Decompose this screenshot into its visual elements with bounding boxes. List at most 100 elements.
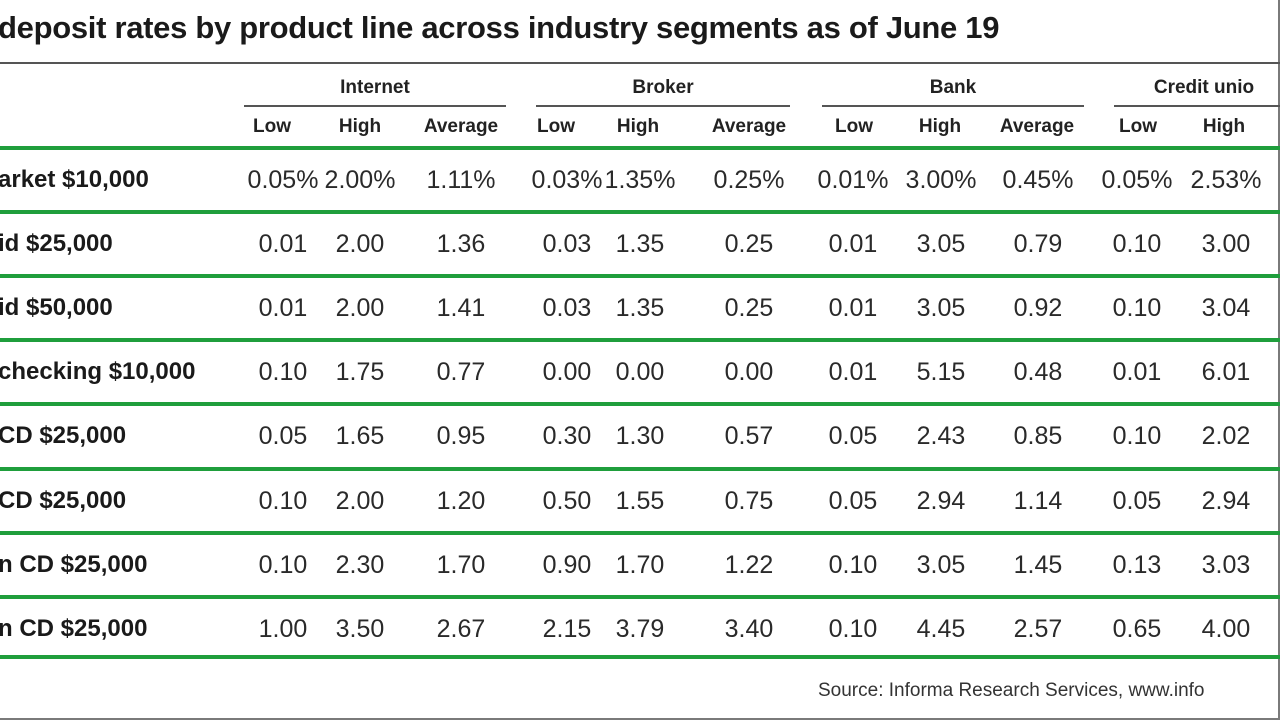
table-cell: 0.03% bbox=[531, 166, 603, 194]
group-header-bank: Bank bbox=[929, 77, 977, 98]
table-cell: 0.00 bbox=[724, 358, 774, 386]
row-label: n CD $25,000 bbox=[0, 615, 148, 642]
table-cell: 2.00 bbox=[335, 294, 385, 322]
group-header-broker: Broker bbox=[632, 77, 694, 98]
table-cell: 1.35 bbox=[615, 230, 665, 258]
table-cell: 0.25% bbox=[713, 166, 785, 194]
table-cell: 1.70 bbox=[436, 551, 486, 579]
table-cell: 0.01 bbox=[258, 230, 308, 258]
table-cell: 0.95 bbox=[436, 422, 486, 450]
subheader-internet-high: High bbox=[338, 116, 382, 137]
subheader-bank-average: Average bbox=[999, 116, 1075, 137]
table-cell: 0.10 bbox=[1112, 294, 1162, 322]
table-cell: 0.05 bbox=[828, 422, 878, 450]
row-label: arket $10,000 bbox=[0, 166, 149, 193]
table-cell: 0.01 bbox=[828, 230, 878, 258]
table-cell: 4.00 bbox=[1201, 615, 1251, 643]
table-cell: 1.70 bbox=[615, 551, 665, 579]
table-cell: 2.53% bbox=[1190, 166, 1262, 194]
table-cell: 1.75 bbox=[335, 358, 385, 386]
subheader-bank-high: High bbox=[918, 116, 962, 137]
row-divider bbox=[0, 402, 1280, 406]
table-cell: 1.20 bbox=[436, 487, 486, 515]
table-cell: 2.00% bbox=[324, 166, 396, 194]
table-cell: 0.25 bbox=[724, 230, 774, 258]
table-cell: 0.01 bbox=[828, 358, 878, 386]
table-cell: 3.40 bbox=[724, 615, 774, 643]
table-cell: 2.15 bbox=[542, 615, 592, 643]
subheader-credit-union-low: Low bbox=[1119, 116, 1157, 137]
table-cell: 1.65 bbox=[335, 422, 385, 450]
table-cell: 5.15 bbox=[916, 358, 966, 386]
table-cell: 2.94 bbox=[916, 487, 966, 515]
table-cell: 0.48 bbox=[1013, 358, 1063, 386]
table-cell: 2.00 bbox=[335, 487, 385, 515]
table-cell: 0.00 bbox=[542, 358, 592, 386]
table-cell: 1.00 bbox=[258, 615, 308, 643]
table-cell: 0.00 bbox=[615, 358, 665, 386]
table-cell: 0.77 bbox=[436, 358, 486, 386]
table-cell: 0.10 bbox=[828, 551, 878, 579]
table-cell: 3.05 bbox=[916, 551, 966, 579]
row-divider bbox=[0, 338, 1280, 342]
table-cell: 1.14 bbox=[1013, 487, 1063, 515]
group-header-internet: Internet bbox=[340, 77, 410, 98]
subheader-broker-average: Average bbox=[711, 116, 787, 137]
table-cell: 2.67 bbox=[436, 615, 486, 643]
table-cell: 3.00% bbox=[905, 166, 977, 194]
row-label: CD $25,000 bbox=[0, 487, 127, 514]
row-divider bbox=[0, 595, 1280, 599]
table-cell: 0.65 bbox=[1112, 615, 1162, 643]
row-divider bbox=[0, 531, 1280, 535]
table-cell: 0.01 bbox=[828, 294, 878, 322]
table-cell: 6.01 bbox=[1201, 358, 1251, 386]
table-cell: 1.22 bbox=[724, 551, 774, 579]
subheader-broker-high: High bbox=[616, 116, 660, 137]
table-cell: 0.10 bbox=[828, 615, 878, 643]
subheader-internet-low: Low bbox=[253, 116, 291, 137]
subheader-credit-union-high: High bbox=[1202, 116, 1246, 137]
row-divider bbox=[0, 274, 1280, 278]
table-cell: 0.01 bbox=[258, 294, 308, 322]
table-cell: 0.13 bbox=[1112, 551, 1162, 579]
group-rule-broker bbox=[536, 105, 790, 107]
group-header-credit-union: Credit unio bbox=[1153, 77, 1255, 98]
group-rule-internet bbox=[244, 105, 506, 107]
group-rule-credit-union bbox=[1114, 105, 1280, 107]
table-cell: 0.10 bbox=[1112, 230, 1162, 258]
table-cell: 4.45 bbox=[916, 615, 966, 643]
table-cell: 2.57 bbox=[1013, 615, 1063, 643]
source-note: Source: Informa Research Services, www.i… bbox=[818, 680, 1205, 701]
row-label: id $25,000 bbox=[0, 230, 113, 257]
table-cell: 1.55 bbox=[615, 487, 665, 515]
table-cell: 0.03 bbox=[542, 230, 592, 258]
table-cell: 0.30 bbox=[542, 422, 592, 450]
table-cell: 3.00 bbox=[1201, 230, 1251, 258]
table-cell: 0.05% bbox=[247, 166, 319, 194]
row-label: n CD $25,000 bbox=[0, 551, 148, 578]
table-cell: 3.79 bbox=[615, 615, 665, 643]
table-cell: 0.57 bbox=[724, 422, 774, 450]
table-cell: 2.30 bbox=[335, 551, 385, 579]
table-cell: 0.79 bbox=[1013, 230, 1063, 258]
table-cell: 1.35 bbox=[615, 294, 665, 322]
table-cell: 0.05 bbox=[828, 487, 878, 515]
row-divider bbox=[0, 210, 1280, 214]
page-title: deposit rates by product line across ind… bbox=[0, 10, 1000, 45]
table-cell: 3.04 bbox=[1201, 294, 1251, 322]
table-cell: 0.05% bbox=[1101, 166, 1173, 194]
table-cell: 0.85 bbox=[1013, 422, 1063, 450]
table-cell: 0.05 bbox=[1112, 487, 1162, 515]
table-cell: 0.90 bbox=[542, 551, 592, 579]
table-cell: 0.75 bbox=[724, 487, 774, 515]
row-label: id $50,000 bbox=[0, 294, 113, 321]
table-cell: 0.10 bbox=[1112, 422, 1162, 450]
table-cell: 0.92 bbox=[1013, 294, 1063, 322]
table-cell: 0.03 bbox=[542, 294, 592, 322]
subheader-internet-average: Average bbox=[423, 116, 499, 137]
table-cell: 2.02 bbox=[1201, 422, 1251, 450]
table-cell: 1.35% bbox=[604, 166, 676, 194]
table-cell: 1.41 bbox=[436, 294, 486, 322]
table-cell: 0.25 bbox=[724, 294, 774, 322]
